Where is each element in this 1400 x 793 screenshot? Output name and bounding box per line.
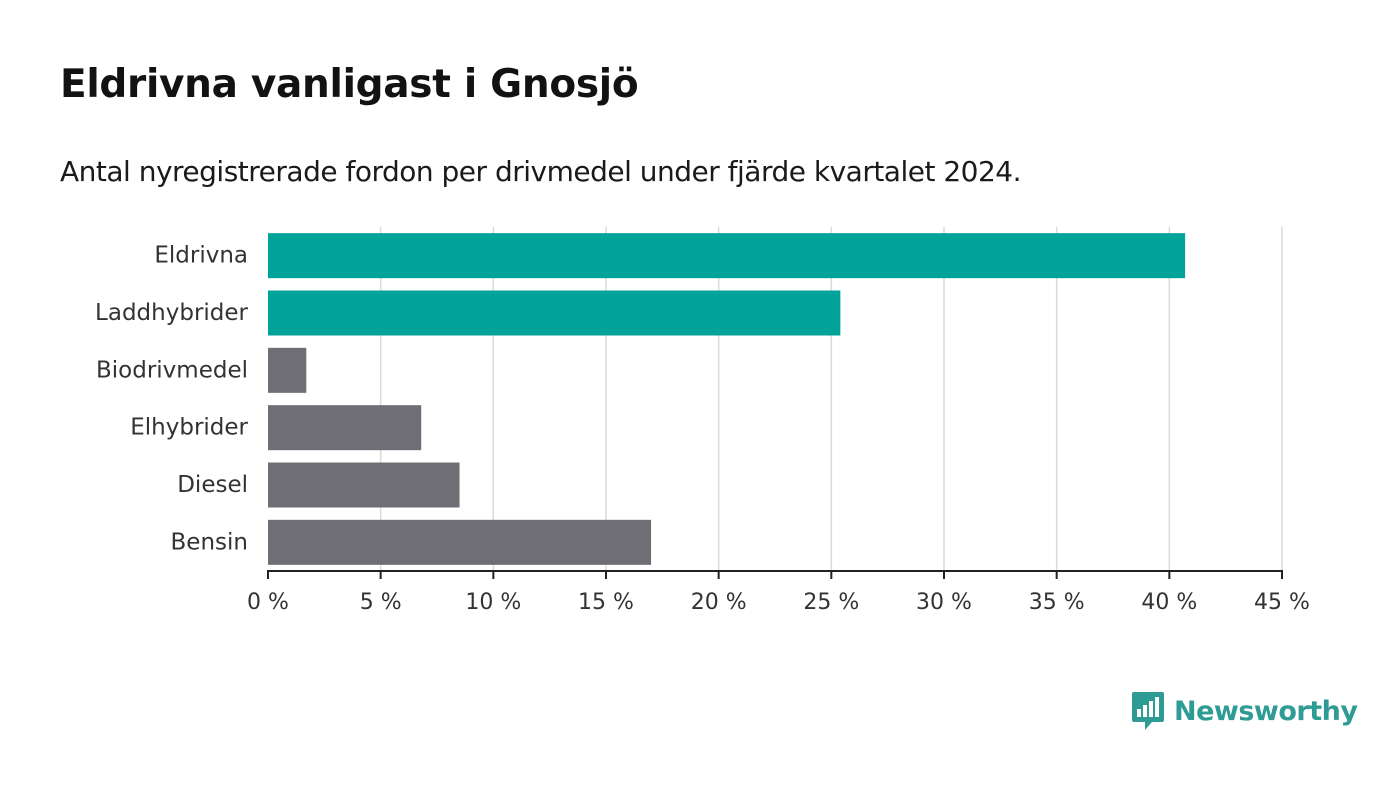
bar — [268, 462, 460, 508]
x-tick-label: 20 % — [691, 590, 747, 615]
category-label: Bensin — [171, 529, 248, 555]
category-labels: Eldrivna Laddhybrider Biodrivmedel Elhybrid… — [95, 243, 248, 556]
x-tick-label: 40 % — [1141, 590, 1197, 615]
bar — [268, 347, 307, 393]
brand-name: Newsworthy — [1174, 695, 1358, 727]
x-tick-label: 30 % — [916, 590, 972, 615]
x-axis: 0 % 5 % 10 % 15 % 20 % 25 % 30 % 35 % 40 % 45 % — [247, 570, 1310, 615]
bar — [268, 519, 652, 565]
x-tick-label: 10 % — [465, 590, 521, 615]
x-tick-label: 25 % — [803, 590, 859, 615]
category-label: Biodrivmedel — [96, 357, 248, 383]
category-label: Laddhybrider — [95, 300, 248, 326]
x-tick-label: 0 % — [247, 590, 289, 615]
x-tick-label: 5 % — [360, 590, 402, 615]
category-label: Eldrivna — [154, 243, 248, 269]
bar — [268, 233, 1186, 279]
chart-title: Eldrivna vanligast i Gnosjö — [60, 62, 639, 107]
chart-subtitle: Antal nyregistrerade fordon per drivmede… — [60, 155, 1022, 188]
category-label: Elhybrider — [130, 415, 248, 441]
bar — [268, 405, 422, 451]
grid-lines — [379, 227, 1283, 571]
newsworthy-logo: Newsworthy — [1131, 690, 1358, 732]
x-tick-label: 15 % — [578, 590, 634, 615]
x-tick-label: 45 % — [1254, 590, 1310, 615]
x-tick-label: 35 % — [1029, 590, 1085, 615]
bar — [268, 290, 841, 336]
bars — [268, 233, 1186, 565]
category-label: Diesel — [177, 472, 248, 498]
bar-chart-speech-bubble-icon — [1132, 692, 1164, 730]
